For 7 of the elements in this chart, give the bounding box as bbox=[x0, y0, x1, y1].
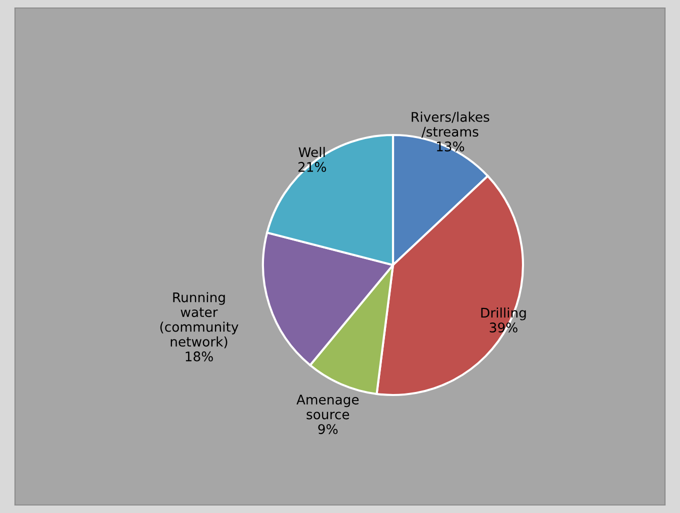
slice-label: Well bbox=[298, 146, 325, 158]
slice-label: Amenage source bbox=[296, 394, 359, 420]
data-label: 9% bbox=[318, 424, 338, 434]
slice-label: Running water (community network) bbox=[160, 292, 238, 348]
data-label: 13% bbox=[436, 141, 464, 152]
data-label: 18% bbox=[186, 351, 213, 362]
slice-label: Rivers/lakes /streams bbox=[412, 112, 490, 138]
